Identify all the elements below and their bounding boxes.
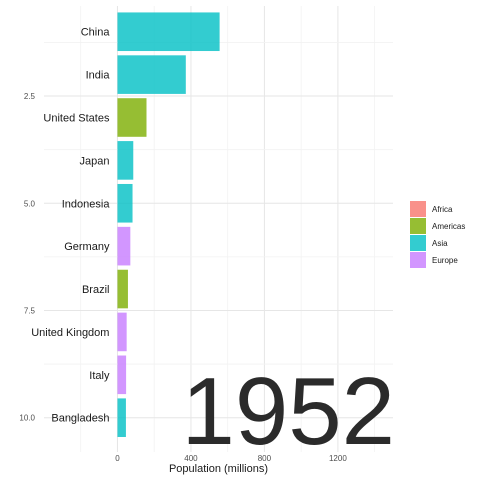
category-label: Indonesia — [62, 198, 111, 210]
year-label: 1952 — [181, 358, 395, 465]
category-label: Japan — [79, 155, 109, 167]
y-tick-label: 10.0 — [19, 414, 35, 423]
x-tick-label: 800 — [258, 454, 272, 463]
category-label: Bangladesh — [51, 413, 109, 425]
bar — [117, 398, 126, 437]
bar — [117, 55, 186, 94]
category-label: United States — [43, 113, 110, 125]
bar — [117, 269, 128, 309]
category-label: United Kingdom — [31, 327, 109, 339]
category-label: China — [81, 27, 111, 39]
category-labels: China India United States Japan Indonesia Ger… — [31, 27, 110, 425]
y-tick-label: 7.5 — [24, 306, 36, 315]
x-axis-label: Population (millions) — [169, 463, 268, 475]
category-label: Italy — [89, 370, 110, 382]
legend-label: Europe — [432, 256, 458, 265]
bars — [117, 12, 220, 437]
legend-swatch — [410, 201, 426, 217]
x-tick-label: 0 — [115, 454, 120, 463]
bar — [117, 312, 127, 352]
legend-swatch — [410, 218, 426, 234]
legend-label: Africa — [432, 205, 453, 214]
x-tick-label: 1200 — [329, 454, 347, 463]
legend-label: Asia — [432, 239, 448, 248]
legend-label: Americas — [432, 222, 465, 231]
grid — [44, 6, 393, 452]
bar — [117, 355, 127, 395]
y-tick-label: 5.0 — [24, 199, 36, 208]
category-label: Germany — [64, 241, 110, 253]
bar — [117, 226, 131, 266]
x-tick-label: 400 — [184, 454, 198, 463]
category-label: Brazil — [82, 284, 110, 296]
legend-swatch — [410, 235, 426, 251]
y-tick-label: 2.5 — [24, 92, 36, 101]
legend-swatch — [410, 252, 426, 268]
x-tick-labels: 0 400 800 1200 — [115, 454, 347, 463]
y-tick-labels: 2.5 5.0 7.5 10.0 — [19, 92, 35, 423]
legend: Africa Americas Asia Europe — [410, 201, 465, 268]
bar — [117, 12, 220, 52]
category-label: India — [86, 70, 111, 82]
bar — [117, 141, 134, 180]
bar — [117, 183, 133, 223]
bar — [117, 98, 147, 137]
